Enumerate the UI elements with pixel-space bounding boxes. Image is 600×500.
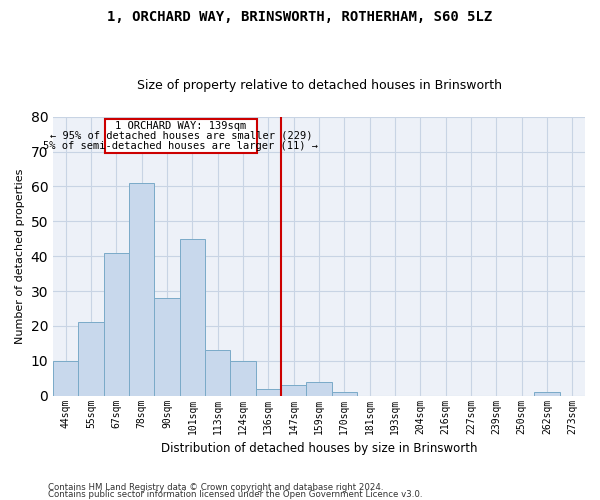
Bar (256, 388, 281, 396)
Bar (53, 361, 79, 396)
Bar (154, 298, 179, 396)
Title: Size of property relative to detached houses in Brinsworth: Size of property relative to detached ho… (137, 79, 502, 92)
Bar (179, 239, 205, 396)
Bar (105, 118, 257, 154)
Bar (332, 392, 357, 396)
Text: 1, ORCHARD WAY, BRINSWORTH, ROTHERHAM, S60 5LZ: 1, ORCHARD WAY, BRINSWORTH, ROTHERHAM, S… (107, 10, 493, 24)
Text: ← 95% of detached houses are smaller (229): ← 95% of detached houses are smaller (22… (50, 131, 312, 141)
Text: Contains public sector information licensed under the Open Government Licence v3: Contains public sector information licen… (48, 490, 422, 499)
Text: Contains HM Land Registry data © Crown copyright and database right 2024.: Contains HM Land Registry data © Crown c… (48, 484, 383, 492)
Bar (79, 322, 104, 396)
Bar (129, 183, 154, 396)
Bar (281, 385, 307, 396)
Bar (205, 350, 230, 396)
X-axis label: Distribution of detached houses by size in Brinsworth: Distribution of detached houses by size … (161, 442, 477, 455)
Y-axis label: Number of detached properties: Number of detached properties (15, 168, 25, 344)
Bar (307, 382, 332, 396)
Text: 5% of semi-detached houses are larger (11) →: 5% of semi-detached houses are larger (1… (43, 140, 319, 150)
Text: 1 ORCHARD WAY: 139sqm: 1 ORCHARD WAY: 139sqm (115, 122, 247, 132)
Bar (535, 392, 560, 396)
Bar (104, 252, 129, 396)
Bar (230, 361, 256, 396)
